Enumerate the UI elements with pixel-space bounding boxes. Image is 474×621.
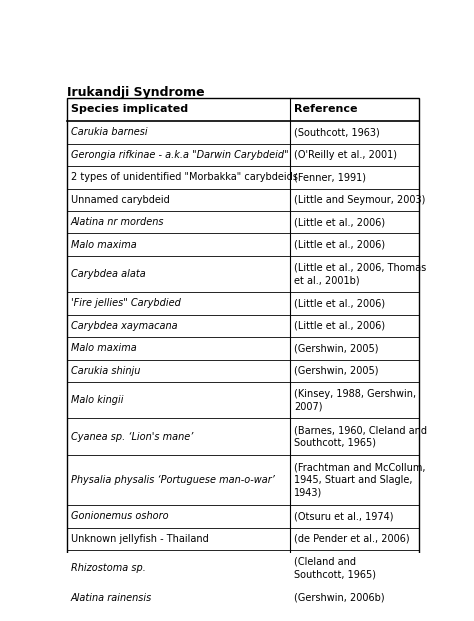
Text: Reference: Reference xyxy=(294,104,358,114)
Text: Alatina rainensis: Alatina rainensis xyxy=(71,592,152,602)
Text: (Little et al., 2006): (Little et al., 2006) xyxy=(294,299,385,309)
Text: (Gershwin, 2005): (Gershwin, 2005) xyxy=(294,366,379,376)
Text: (Frachtman and McCollum,
1945, Stuart and Slagle,
1943): (Frachtman and McCollum, 1945, Stuart an… xyxy=(294,463,426,497)
Text: (Little et al., 2006, Thomas
et al., 2001b): (Little et al., 2006, Thomas et al., 200… xyxy=(294,263,427,285)
Text: (Fenner, 1991): (Fenner, 1991) xyxy=(294,172,366,183)
Text: Cyanea sp. ‘Lion's mane’: Cyanea sp. ‘Lion's mane’ xyxy=(71,432,193,442)
Text: Irukandji Syndrome: Irukandji Syndrome xyxy=(67,86,205,99)
Text: (Little et al., 2006): (Little et al., 2006) xyxy=(294,321,385,331)
Text: Malo maxima: Malo maxima xyxy=(71,343,137,353)
Text: (Otsuru et al., 1974): (Otsuru et al., 1974) xyxy=(294,511,394,521)
Text: Malo maxima: Malo maxima xyxy=(71,240,137,250)
Text: Physalia physalis ‘Portuguese man-o-war’: Physalia physalis ‘Portuguese man-o-war’ xyxy=(71,475,275,485)
Text: Gonionemus oshoro: Gonionemus oshoro xyxy=(71,511,168,521)
Text: (Cleland and
Southcott, 1965): (Cleland and Southcott, 1965) xyxy=(294,557,376,579)
Text: (Little et al., 2006): (Little et al., 2006) xyxy=(294,217,385,227)
Text: (Little and Seymour, 2003): (Little and Seymour, 2003) xyxy=(294,195,426,205)
Text: Rhizostoma sp.: Rhizostoma sp. xyxy=(71,563,146,573)
Text: (de Pender et al., 2006): (de Pender et al., 2006) xyxy=(294,534,410,544)
Text: (Little et al., 2006): (Little et al., 2006) xyxy=(294,240,385,250)
Text: Carybdea xaymacana: Carybdea xaymacana xyxy=(71,321,177,331)
Text: Unknown jellyfish - Thailand: Unknown jellyfish - Thailand xyxy=(71,534,209,544)
Text: Species implicated: Species implicated xyxy=(71,104,188,114)
Text: Carukia shinju: Carukia shinju xyxy=(71,366,140,376)
Text: (Gershwin, 2005): (Gershwin, 2005) xyxy=(294,343,379,353)
Text: Alatina nr mordens: Alatina nr mordens xyxy=(71,217,164,227)
Text: Gerongia rifkinae - a.k.a "Darwin Carybdeid": Gerongia rifkinae - a.k.a "Darwin Carybd… xyxy=(71,150,289,160)
Text: (O'Reilly et al., 2001): (O'Reilly et al., 2001) xyxy=(294,150,397,160)
Text: Carukia barnesi: Carukia barnesi xyxy=(71,127,147,137)
Text: (Barnes, 1960, Cleland and
Southcott, 1965): (Barnes, 1960, Cleland and Southcott, 19… xyxy=(294,425,427,448)
Text: 'Fire jellies" Carybdied: 'Fire jellies" Carybdied xyxy=(71,299,181,309)
Text: Carybdea alata: Carybdea alata xyxy=(71,269,146,279)
Text: Malo kingii: Malo kingii xyxy=(71,396,123,406)
Text: Unnamed carybdeid: Unnamed carybdeid xyxy=(71,195,170,205)
Text: (Gershwin, 2006b): (Gershwin, 2006b) xyxy=(294,592,385,602)
Text: 2 types of unidentified "Morbakka" carybdeids: 2 types of unidentified "Morbakka" caryb… xyxy=(71,172,298,183)
Text: (Kinsey, 1988, Gershwin,
2007): (Kinsey, 1988, Gershwin, 2007) xyxy=(294,389,417,412)
Text: (Southcott, 1963): (Southcott, 1963) xyxy=(294,127,380,137)
